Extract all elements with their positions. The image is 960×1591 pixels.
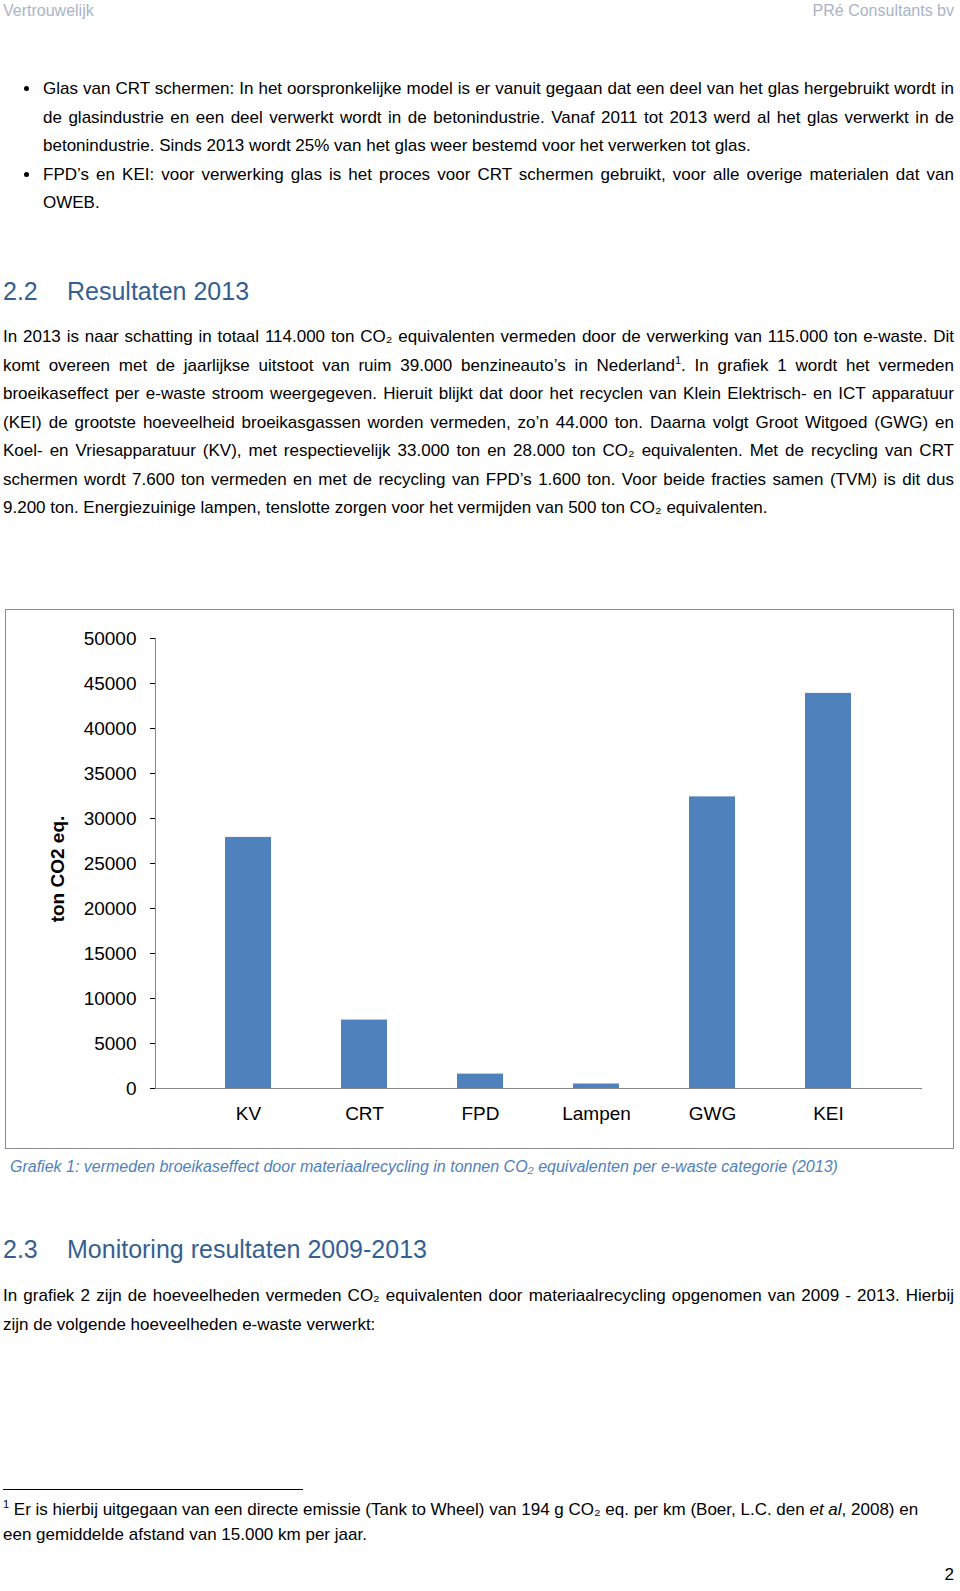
svg-text:15000: 15000: [84, 943, 137, 964]
svg-text:40000: 40000: [84, 718, 137, 739]
html-text:2: 2: [944, 1565, 954, 1584]
html-text:Glas van CRT schermen: In het: Glas van CRT schermen: In het oorspronke…: [43, 79, 954, 155]
svg-text:Lampen: Lampen: [562, 1103, 631, 1124]
svg-text:35000: 35000: [84, 763, 137, 784]
svg-text:GWG: GWG: [689, 1103, 737, 1124]
html-text:2.2: 2.2: [3, 277, 38, 305]
html-text:Resultaten 2013: Resultaten 2013: [67, 277, 250, 305]
svg-text:45000: 45000: [84, 673, 137, 694]
html-text:Grafiek 1: vermeden broeikasef: Grafiek 1: vermeden broeikaseffect door …: [10, 1158, 838, 1175]
svg-text:KV: KV: [236, 1103, 262, 1124]
svg-text:CRT: CRT: [345, 1103, 384, 1124]
html-text:FPD’s en KEI: voor verwerking: FPD’s en KEI: voor verwerking glas is he…: [43, 164, 954, 212]
html-text:Monitoring resultaten 2009-201: Monitoring resultaten 2009-2013: [67, 1235, 427, 1263]
html-text:In grafiek 2 zijn de hoeveelhe: In grafiek 2 zijn de hoeveelheden vermed…: [3, 1286, 954, 1334]
svg-text:10000: 10000: [84, 988, 137, 1009]
svg-text:5000: 5000: [94, 1033, 136, 1054]
svg-text:0: 0: [126, 1078, 137, 1099]
html-text:2.3: 2.3: [3, 1235, 38, 1263]
html-text:1Er is hierbij uitgegaan van e: 1Er is hierbij uitgegaan van een directe…: [3, 1498, 919, 1544]
svg-text:50000: 50000: [84, 628, 137, 649]
html-text:Vertrouwelijk: Vertrouwelijk: [3, 2, 94, 19]
svg-text:30000: 30000: [84, 808, 137, 829]
html-text:ton CO2 eq.: ton CO2 eq.: [47, 815, 68, 923]
svg-text:KEI: KEI: [813, 1103, 844, 1124]
html-text:PRé Consultants bv: PRé Consultants bv: [812, 2, 954, 19]
svg-text:20000: 20000: [84, 898, 137, 919]
svg-text:FPD: FPD: [462, 1103, 500, 1124]
svg-text:25000: 25000: [84, 853, 137, 874]
html-text:In 2013 is naar schatting in t: In 2013 is naar schatting in totaal 114.…: [3, 327, 954, 517]
